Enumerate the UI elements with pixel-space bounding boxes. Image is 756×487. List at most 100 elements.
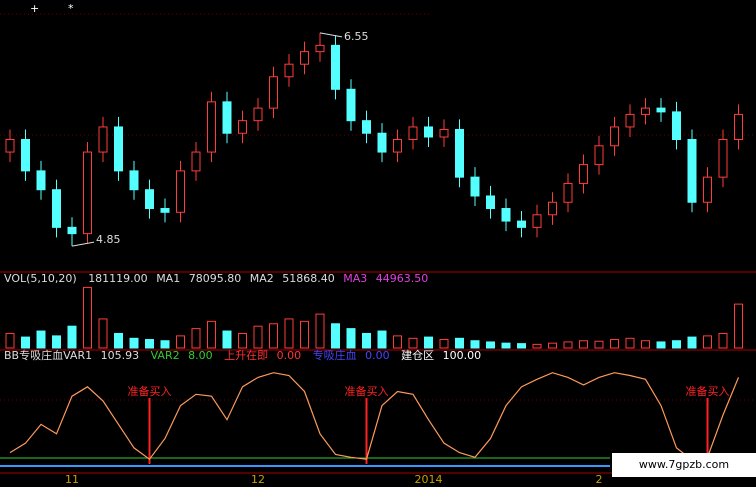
volume-bar: [67, 325, 77, 349]
volume-bar: [625, 337, 635, 349]
legend-value: 0.00: [365, 349, 390, 362]
candle-body: [191, 151, 201, 172]
volume-bar: [5, 332, 15, 349]
candle-body: [470, 176, 480, 197]
legend-value: 100.00: [443, 349, 482, 362]
candle-body: [253, 107, 263, 122]
candle-body: [52, 189, 61, 228]
volume-bar: [470, 340, 480, 349]
crosshair-icon: *: [68, 2, 74, 15]
candle-body: [656, 107, 666, 113]
candle-body: [98, 126, 108, 153]
volume-bar: [222, 330, 232, 349]
indicator-legend: BB专吸庄血VAR1 105.93 VAR2 8.00 上升在即 0.00 专吸…: [4, 348, 481, 362]
legend-label: MA2: [250, 272, 274, 285]
candle-body: [36, 170, 46, 191]
volume-bar: [253, 325, 263, 349]
candle-body: [362, 120, 371, 134]
candle-body: [532, 214, 542, 228]
candle-body: [672, 111, 681, 140]
candle-body: [594, 145, 604, 166]
volume-bar: [501, 342, 511, 349]
volume-bar: [610, 339, 619, 349]
legend-label: MA1: [156, 272, 180, 285]
candle-body: [579, 164, 588, 184]
volume-bar: [114, 332, 123, 349]
candle-body: [207, 101, 216, 153]
candle-body: [408, 126, 418, 140]
volume-bar: [734, 303, 743, 349]
candle-body: [687, 139, 697, 203]
legend-value: 44963.50: [376, 272, 429, 285]
candle-body: [718, 139, 728, 178]
volume-bar: [377, 330, 387, 349]
candle-body: [517, 220, 526, 228]
volume-bar: [145, 339, 154, 349]
candle-body: [160, 208, 170, 213]
volume-bar: [346, 328, 356, 349]
legend-value: 78095.80: [189, 272, 242, 285]
volume-bar: [517, 343, 526, 349]
volume-bar: [238, 332, 247, 349]
candle-body: [67, 226, 77, 235]
volume-bar: [160, 340, 170, 349]
legend-label: BB专吸庄血VAR1: [4, 348, 92, 362]
candle-body: [455, 128, 464, 178]
volume-bar: [579, 340, 588, 349]
volume-bar: [656, 341, 666, 349]
volume-bar: [176, 335, 185, 349]
candle-body: [393, 139, 402, 153]
candle-body: [703, 176, 712, 203]
legend-label: MA3: [343, 272, 367, 285]
candle-body: [129, 170, 139, 191]
candle-body: [563, 182, 573, 203]
candle-body: [377, 132, 387, 153]
legend-value: 8.00: [188, 349, 213, 362]
volume-bar: [672, 340, 681, 349]
legend-label: VAR2: [151, 349, 180, 362]
volume-bar: [455, 337, 464, 349]
volume-bar: [269, 323, 278, 349]
candle-body: [5, 139, 15, 153]
candle-body: [548, 201, 557, 216]
volume-bar: [129, 337, 139, 349]
x-tick-label: 2: [596, 473, 603, 486]
x-tick-label: 2014: [415, 473, 443, 486]
buy-label: 准备买入: [686, 384, 730, 398]
x-tick-label: 12: [251, 473, 265, 486]
volume-bar: [98, 318, 108, 349]
legend-label: 上升在即: [224, 349, 268, 362]
min-pointer: [71, 241, 95, 247]
candle-body: [284, 63, 294, 78]
candle-body: [439, 128, 449, 138]
candle-body: [114, 126, 123, 172]
volume-bar: [83, 286, 92, 349]
candle-body: [21, 139, 30, 172]
volume-bar: [718, 332, 728, 349]
volume-bar: [36, 330, 46, 349]
volume-bar: [331, 323, 340, 349]
volume-bar: [315, 313, 325, 349]
volume-bar: [424, 336, 433, 349]
volume-bar: [300, 320, 309, 349]
candle-body: [501, 208, 511, 222]
watermark: www.7gpzb.com: [639, 458, 729, 471]
volume-bar: [362, 332, 371, 349]
volume-bar: [52, 335, 61, 349]
candle-body: [145, 189, 154, 210]
candle-body: [315, 44, 325, 53]
legend-label: 建仓区: [401, 348, 434, 362]
volume-bar: [191, 328, 201, 349]
legend-value: 181119.00: [88, 272, 148, 285]
candle-body: [625, 113, 635, 128]
min-label: 4.85: [96, 233, 121, 246]
volume-bar: [532, 343, 542, 349]
max-pointer: [319, 32, 343, 38]
volume-bar: [21, 336, 30, 349]
candle-body: [346, 88, 356, 122]
indicator-line: [9, 372, 740, 461]
volume-bar: [594, 340, 604, 349]
candle-body: [300, 51, 309, 65]
